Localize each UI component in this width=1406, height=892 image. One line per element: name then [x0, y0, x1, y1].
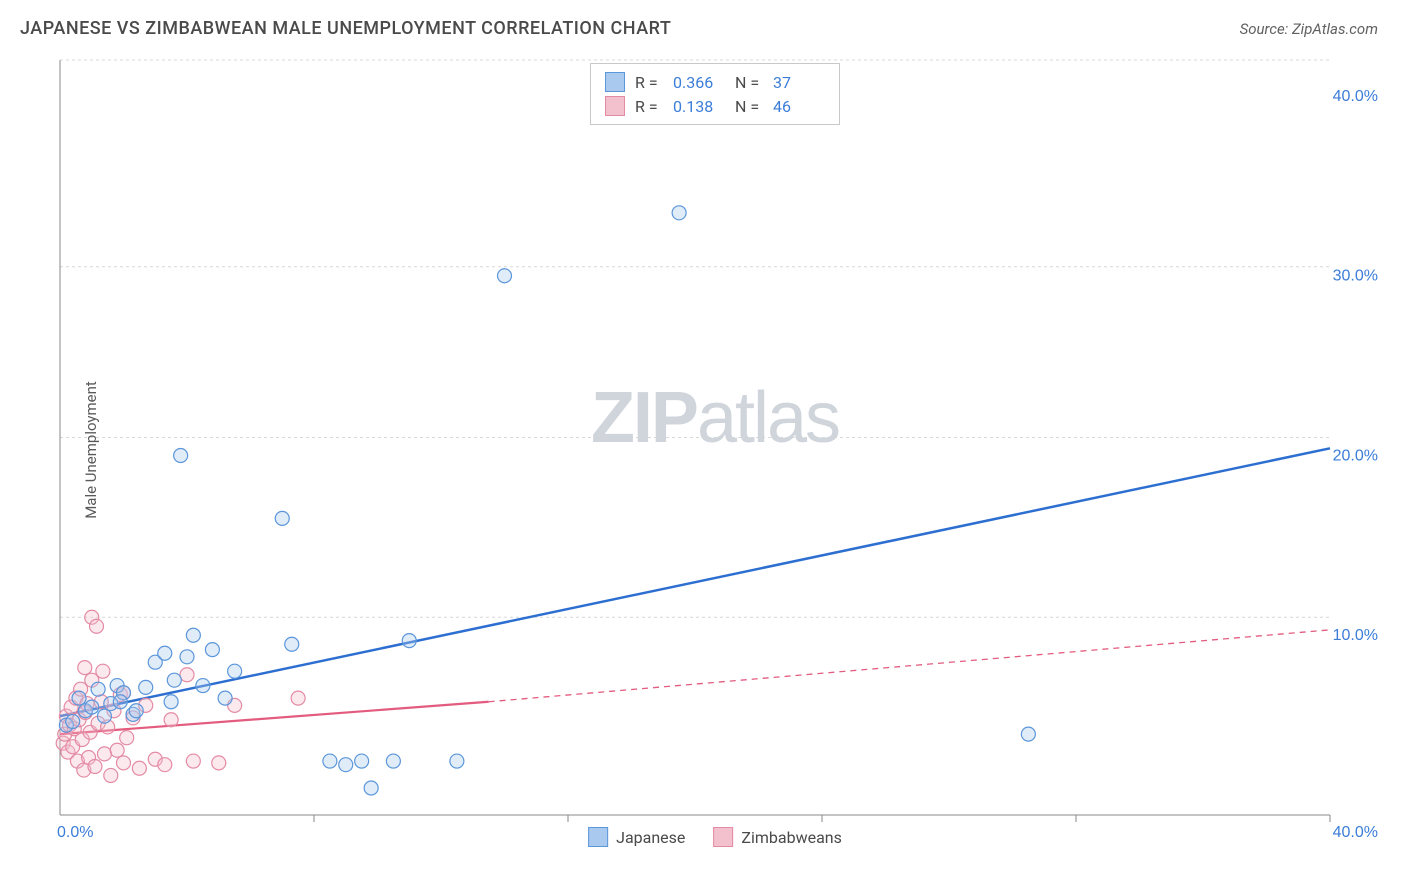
series-swatch [605, 96, 625, 116]
svg-text:0.0%: 0.0% [57, 824, 93, 841]
svg-text:30.0%: 30.0% [1333, 268, 1378, 285]
svg-text:40.0%: 40.0% [1333, 824, 1378, 841]
stats-row: R =0.138N =46 [605, 94, 825, 118]
legend-item-zimbabweans: Zimbabweans [713, 827, 841, 847]
chart-container: Male Unemployment 10.0%20.0%30.0%40.0% 0… [50, 55, 1380, 845]
svg-text:20.0%: 20.0% [1333, 447, 1378, 464]
stats-legend-box: R =0.366N =37R =0.138N =46 [590, 63, 840, 125]
series-swatch [605, 72, 625, 92]
header: JAPANESE VS ZIMBABWEAN MALE UNEMPLOYMENT… [0, 0, 1406, 49]
chart-title: JAPANESE VS ZIMBABWEAN MALE UNEMPLOYMENT… [20, 18, 671, 39]
legend-item-japanese: Japanese [588, 827, 685, 847]
source-label: Source: ZipAtlas.com [1240, 20, 1378, 38]
bottom-legend: Japanese Zimbabweans [588, 827, 842, 847]
series-swatch [588, 827, 608, 847]
svg-text:10.0%: 10.0% [1333, 627, 1378, 644]
svg-text:40.0%: 40.0% [1333, 88, 1378, 105]
series-swatch [713, 827, 733, 847]
scatter-plot: 10.0% 20.0% 30.0% 40.0% 0.0% 40.0% [50, 55, 1380, 845]
stats-row: R =0.366N =37 [605, 70, 825, 94]
